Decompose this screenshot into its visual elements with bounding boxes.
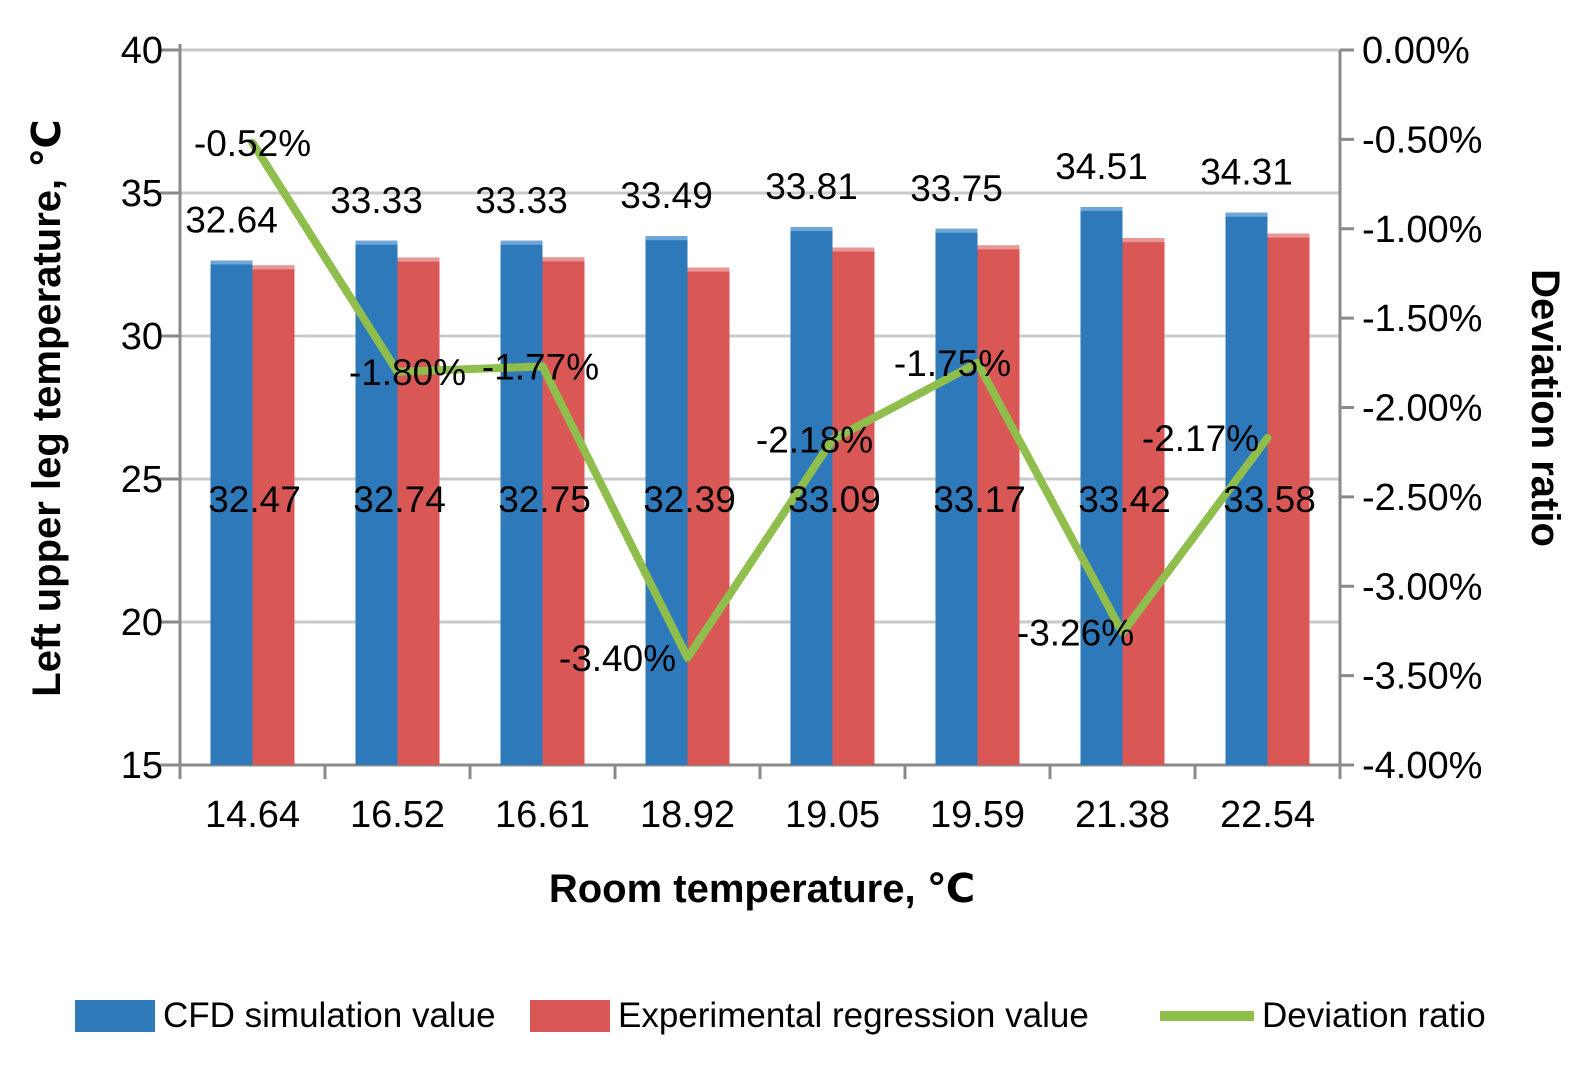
exp-value-label-0: 32.47: [208, 479, 301, 520]
bar-cfd-2: [500, 240, 543, 766]
bar-cfd-top-edge-5: [935, 228, 978, 233]
x-axis-tick-label-16.52: 16.52: [350, 794, 445, 836]
right-axis-tick-label-7: -3.50%: [1362, 656, 1482, 698]
bar-cfd-top-edge-4: [790, 227, 833, 232]
cfd-value-label-1: 33.33: [330, 180, 423, 221]
deviation-value-label-1: -1.80%: [349, 352, 466, 393]
exp-value-label-7: 33.58: [1223, 479, 1316, 520]
cfd-value-label-3: 33.49: [620, 175, 713, 216]
bar-cfd-top-edge-1: [355, 240, 398, 245]
bar-cfd-top-edge-2: [500, 240, 543, 245]
bar-exp-top-edge-3: [687, 267, 730, 272]
data-labels-layer: 32.64 32.47 33.33 32.74 33.33 32.75 33.49 32.39…: [185, 123, 1316, 679]
bar-exp-4: [832, 247, 875, 766]
exp-value-label-3: 32.39: [643, 479, 736, 520]
bar-exp-3: [687, 267, 730, 765]
bar-cfd-top-edge-7: [1225, 212, 1268, 217]
legend-label-experimental: Experimental regression value: [618, 996, 1089, 1035]
tick-labels-layer: 40 35 30 25 20 15 0.00% -0.50% -1.00% -1.50% -2.00…: [121, 30, 1483, 836]
x-axis-tick-label-19.05: 19.05: [785, 794, 880, 836]
bar-exp-top-edge-4: [832, 247, 875, 252]
bar-cfd-3: [645, 236, 688, 765]
bar-exp-top-edge-2: [542, 257, 585, 262]
legend-swatch-cfd-bar: [75, 1000, 155, 1032]
bar-cfd-top-edge-3: [645, 236, 688, 241]
x-axis-tick-label-22.54: 22.54: [1220, 794, 1315, 836]
deviation-value-label-3: -3.40%: [559, 638, 676, 679]
x-axis-tick-label-21.38: 21.38: [1075, 794, 1170, 836]
right-axis-tick-label-5: -2.50%: [1362, 477, 1482, 519]
deviation-value-label-5: -1.75%: [894, 343, 1011, 384]
deviation-value-label-0: -0.52%: [194, 123, 311, 164]
x-axis-title: Room temperature, ℃: [549, 867, 975, 911]
bar-exp-6: [1122, 238, 1165, 766]
bar-cfd-top-edge-6: [1080, 207, 1123, 212]
exp-value-label-5: 33.17: [933, 479, 1026, 520]
right-axis-tick-label-4: -2.00%: [1362, 388, 1482, 430]
bar-exp-top-edge-1: [397, 257, 440, 262]
bar-exp-2: [542, 257, 585, 765]
exp-value-label-4: 33.09: [788, 479, 881, 520]
bar-exp-top-edge-0: [252, 265, 295, 270]
legend-item-cfd: CFD simulation value: [75, 996, 496, 1036]
bar-exp-0: [252, 265, 295, 765]
left-axis-tick-label-35: 35: [121, 173, 163, 215]
bar-exp-top-edge-6: [1122, 238, 1165, 243]
legend-label-cfd: CFD simulation value: [163, 996, 496, 1035]
legend-swatch-deviation-line: [1160, 1011, 1254, 1021]
x-axis-tick-label-18.92: 18.92: [640, 794, 735, 836]
cfd-value-label-0: 32.64: [185, 199, 278, 240]
bar-exp-7: [1267, 233, 1310, 765]
right-axis-tick-label-2: -1.00%: [1362, 209, 1482, 251]
legend-item-experimental: Experimental regression value: [530, 996, 1089, 1036]
left-axis-tick-label-15: 15: [121, 745, 163, 787]
legend-label-deviation: Deviation ratio: [1262, 996, 1486, 1035]
legend-item-deviation: Deviation ratio: [1160, 996, 1486, 1036]
x-axis-tick-label-14.64: 14.64: [205, 794, 300, 836]
cfd-value-label-7: 34.31: [1200, 152, 1293, 193]
cfd-value-label-4: 33.81: [765, 166, 858, 207]
deviation-value-label-4: -2.18%: [756, 420, 873, 461]
bar-cfd-1: [355, 240, 398, 766]
bar-exp-5: [977, 245, 1020, 765]
right-axis-tick-label-1: -0.50%: [1362, 119, 1482, 161]
bar-exp-top-edge-5: [977, 245, 1020, 250]
bar-exp-1: [397, 257, 440, 765]
axes-layer: [157, 44, 1354, 779]
right-axis-tick-label-6: -3.00%: [1362, 566, 1482, 608]
bars-layer: [210, 207, 1310, 766]
y-axis-title-left: Left upper leg temperature, ℃: [25, 119, 69, 696]
cfd-value-label-6: 34.51: [1055, 146, 1148, 187]
right-axis-tick-label-0: 0.00%: [1362, 30, 1470, 72]
y-axis-title-right: Deviation ratio: [1523, 269, 1567, 547]
gridlines-layer: [180, 48, 1340, 624]
right-axis-tick-label-3: -1.50%: [1362, 298, 1482, 340]
legend-swatch-experimental-bar: [530, 1000, 610, 1032]
bar-cfd-5: [935, 228, 978, 765]
line-layer: [248, 138, 1272, 662]
bar-cfd-top-edge-0: [210, 260, 253, 265]
bar-cfd-6: [1080, 207, 1123, 765]
cfd-value-label-5: 33.75: [910, 168, 1003, 209]
chart-legend: CFD simulation value Experimental regres…: [0, 0, 1579, 1035]
bar-exp-top-edge-7: [1267, 233, 1310, 238]
left-axis-tick-label-25: 25: [121, 459, 163, 501]
left-axis-tick-label-20: 20: [121, 602, 163, 644]
exp-value-label-2: 32.75: [498, 479, 591, 520]
deviation-value-label-2: -1.77%: [482, 346, 599, 387]
x-axis-tick-label-16.61: 16.61: [495, 794, 590, 836]
deviation-line: [248, 138, 1272, 662]
x-axis-tick-label-19.59: 19.59: [930, 794, 1025, 836]
bar-cfd-0: [210, 260, 253, 765]
left-axis-tick-label-30: 30: [121, 316, 163, 358]
exp-value-label-1: 32.74: [353, 479, 446, 520]
exp-value-label-6: 33.42: [1078, 479, 1171, 520]
left-axis-tick-label-40: 40: [121, 30, 163, 72]
right-axis-tick-label-8: -4.00%: [1362, 745, 1482, 787]
deviation-value-label-7: -2.17%: [1142, 418, 1259, 459]
deviation-value-label-6: -3.26%: [1017, 613, 1134, 654]
cfd-value-label-2: 33.33: [475, 180, 568, 221]
